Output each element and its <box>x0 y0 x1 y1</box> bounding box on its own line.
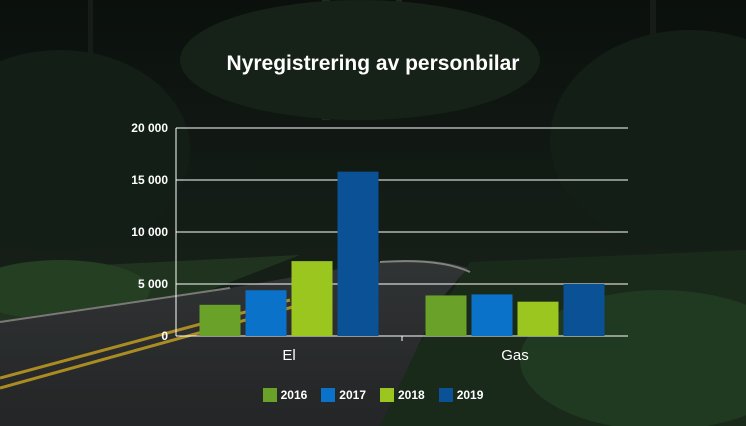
legend-label: 2018 <box>398 388 425 402</box>
chart-title: Nyregistrering av personbilar <box>226 52 520 75</box>
y-tick-label: 0 <box>161 329 168 343</box>
legend-swatch <box>321 388 336 402</box>
legend-label: 2019 <box>456 388 484 402</box>
y-tick-label: 15 000 <box>131 173 168 187</box>
y-tick-label: 20 000 <box>131 121 168 135</box>
bar-gas-2018 <box>517 301 559 336</box>
legend-swatch <box>438 388 453 402</box>
bar-gas-2019 <box>563 284 605 336</box>
legend-item-2016: 2016 <box>262 388 308 402</box>
bar-el-2016 <box>199 304 241 336</box>
legend-swatch <box>262 388 277 402</box>
legend-item-2019: 2019 <box>438 388 484 402</box>
y-tick-label: 5 000 <box>138 277 168 291</box>
bar-el-2018 <box>291 261 333 336</box>
legend-label: 2016 <box>280 388 308 402</box>
x-tick-label: El <box>282 347 295 364</box>
legend-label: 2017 <box>339 388 366 402</box>
bar-el-2019 <box>337 171 379 336</box>
bar-gas-2016 <box>425 295 467 336</box>
bar-gas-2017 <box>471 294 513 336</box>
legend-item-2018: 2018 <box>380 388 425 402</box>
legend-swatch <box>380 388 394 402</box>
bar-el-2017 <box>245 290 287 336</box>
chart-legend: 2016 2017 2018 2019 <box>0 388 746 402</box>
legend-item-2017: 2017 <box>321 388 366 402</box>
y-tick-label: 10 000 <box>131 225 168 239</box>
x-tick-label: Gas <box>501 347 529 364</box>
